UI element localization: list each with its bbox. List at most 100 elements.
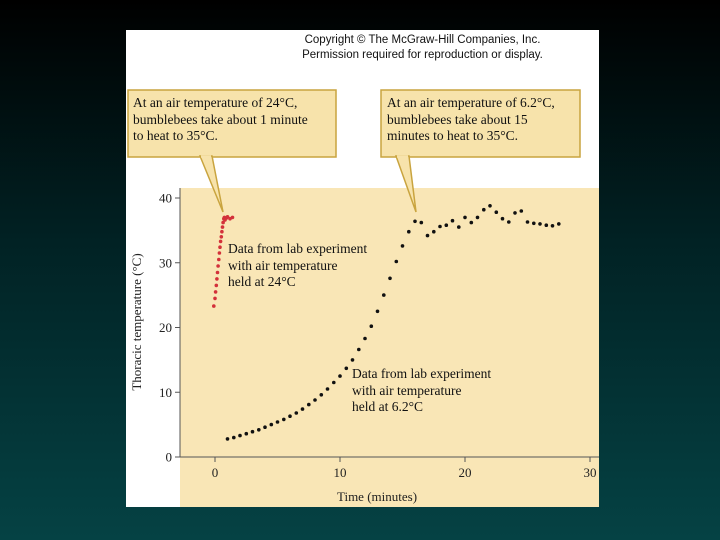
data-point [250,429,255,434]
annotation-lab-62-line-3: held at 6.2°C [352,399,424,414]
data-point [394,259,399,264]
callout-left-line-3: to heat to 35°C. [133,128,218,143]
data-point [413,219,417,224]
data-point [525,220,530,224]
data-point [319,393,324,397]
annotation-lab-62: Data from lab experiment with air temper… [352,366,491,416]
annotation-lab-24-line-2: with air temperature [228,257,338,273]
data-point [513,211,517,215]
copyright-notice: Copyright © The McGraw-Hill Companies, I… [126,33,599,63]
data-point [294,411,299,415]
annotation-lab-24-line-1: Data from lab experiment [228,241,368,256]
data-point [215,270,220,275]
data-point [494,210,499,214]
y-tick-label: 40 [159,191,172,206]
callout-right-line-1: At an air temperature of 6.2°C, [387,95,555,110]
data-point [307,402,311,407]
y-axis-label: Thoracic temperature (°C) [129,253,144,390]
data-point [213,290,218,294]
data-point [450,218,455,223]
data-point [557,222,561,226]
callout-right-text: At an air temperature of 6.2°C, bumblebe… [387,95,555,145]
figure-slide: 0 10 20 30 40 0 10 20 30 Thoracic temperature (°… [126,30,599,507]
data-point [275,420,280,424]
data-point [225,215,230,219]
data-point [325,387,330,391]
data-point [244,431,249,436]
data-point [338,374,342,378]
copyright-line-1: Copyright © The McGraw-Hill Companies, I… [304,34,541,46]
data-point [230,215,235,220]
annotation-lab-24-line-3: held at 24°C [228,274,296,289]
series-6-2c [225,204,561,441]
chart: 0 10 20 30 40 0 10 20 30 Thoracic temperature (°… [127,89,599,507]
data-point [463,215,467,220]
data-point [218,245,222,249]
data-point [214,283,219,288]
x-axis-label: Time (minutes) [337,489,417,504]
data-point [532,221,536,226]
x-tick-label: 0 [212,465,219,480]
data-point [375,309,380,314]
data-point [425,233,430,238]
series-24c [212,215,235,308]
data-point [457,225,461,229]
data-point [388,276,392,281]
data-point [332,380,336,385]
data-point [550,224,555,228]
data-point [538,222,542,226]
data-point [232,435,236,440]
data-point [419,220,424,225]
annotation-lab-24: Data from lab experiment with air temper… [228,241,367,291]
data-point [217,251,222,255]
data-point [257,428,261,432]
data-point [216,264,220,268]
data-point [444,223,449,227]
data-point [212,304,216,308]
data-point [288,414,292,419]
data-point [213,296,217,301]
data-point [469,220,474,225]
data-point [218,239,223,244]
data-point [363,336,367,341]
data-point [221,220,225,225]
y-tick-label: 0 [166,450,173,465]
data-point [382,293,386,297]
data-point [313,398,317,402]
callout-right-line-3: minutes to heat to 35°C. [387,128,519,143]
data-point [369,324,374,329]
y-tick-label: 10 [159,385,172,400]
data-point [344,366,349,371]
data-point [519,209,524,213]
data-point [282,417,286,422]
x-tick-label: 10 [334,465,347,480]
callout-right-line-2: bumblebees take about 15 [387,111,528,127]
data-point [350,358,355,362]
data-point [488,204,492,208]
data-point [300,407,305,411]
annotation-lab-62-line-2: with air temperature [352,382,462,398]
data-point [215,277,219,281]
callout-right-box [380,89,581,158]
data-point [220,229,224,234]
data-point [475,215,480,220]
data-point [400,244,405,248]
data-point [507,220,511,224]
data-point [269,422,274,427]
callout-left-line-2: bumblebees take about 1 minute [133,111,308,127]
x-tick-label: 30 [584,465,597,480]
y-tick-label: 30 [159,255,172,270]
plot-area-background [180,188,599,507]
data-point [432,229,436,234]
data-point [438,224,442,229]
data-point [220,225,225,229]
data-point [217,257,221,262]
annotation-lab-62-line-1: Data from lab experiment [352,366,492,381]
callout-left-text: At an air temperature of 24°C, bumblebee… [133,95,308,145]
data-point [238,433,242,438]
data-point [407,229,411,234]
data-point [263,425,267,430]
callout-left-box [127,89,337,158]
data-point [500,216,505,221]
callout-left-line-1: At an air temperature of 24°C, [133,95,298,110]
